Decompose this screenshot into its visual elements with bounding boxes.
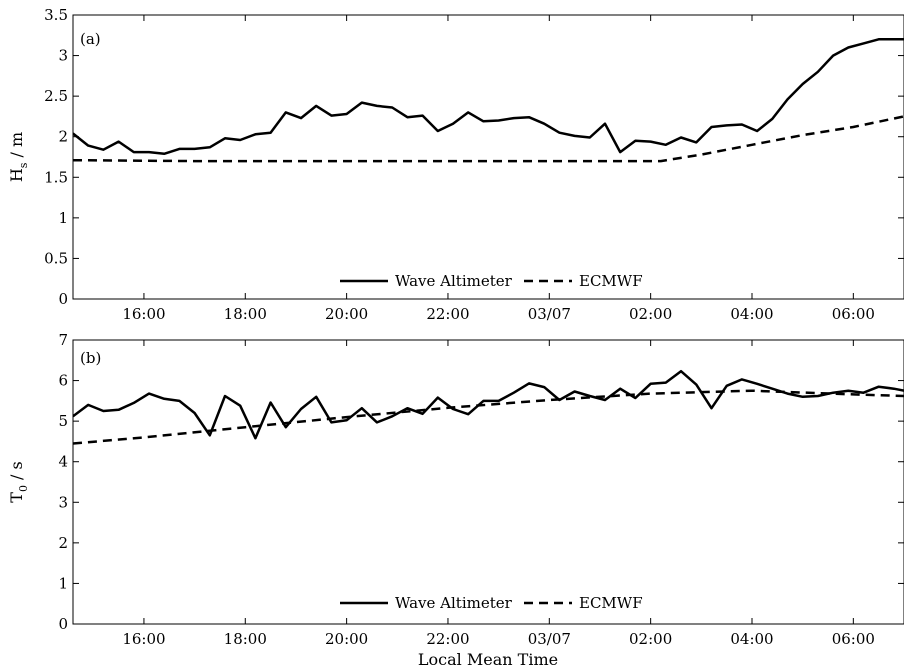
x-tick-label: 06:00: [832, 305, 875, 323]
y-tick-label: 0: [58, 290, 68, 308]
panel-a: 0 0.5 1 1.5 2 2.5 3 3.5 16:00 18:00 20:00 22:00 03/0…: [7, 6, 904, 323]
y-tick-label: 4: [58, 453, 68, 471]
y-tick-label: 3: [58, 493, 68, 511]
series-line-wave-altimeter: [73, 38, 904, 156]
y-tick-label: 7: [58, 331, 68, 349]
x-tick-label: 02:00: [629, 630, 672, 648]
y-tick-label: 5: [58, 412, 68, 430]
lines-a: [73, 38, 904, 163]
y-tick-label: 6: [58, 372, 68, 390]
x-tick-label: 20:00: [325, 305, 368, 323]
legend-a: Wave Altimeter ECMWF: [340, 272, 643, 290]
series-line-ecmwf: [73, 389, 904, 445]
x-axis-title: Local Mean Time: [418, 650, 558, 669]
y-axis-title-a: Hs / m: [7, 132, 30, 182]
x-tick-label: 06:00: [832, 630, 875, 648]
x-tick-label: 20:00: [325, 630, 368, 648]
ticks-a: 0 0.5 1 1.5 2 2.5 3 3.5 16:00 18:00 20:00 22:00 03/0…: [44, 6, 904, 323]
x-tick-label: 02:00: [629, 305, 672, 323]
y-tick-label: 3: [58, 47, 68, 65]
x-tick-label: 03/07: [528, 305, 571, 323]
y-tick-label: 2: [58, 534, 68, 552]
legend-label-ecmwf-b: ECMWF: [579, 594, 643, 612]
legend-b: Wave Altimeter ECMWF: [340, 594, 643, 612]
series-line-wave-altimeter: [73, 369, 904, 440]
plot-area-a: [72, 14, 904, 300]
panel-label-b: (b): [80, 349, 101, 367]
panel-b: 0 1 2 3 4 5 6 7 16:00 18:00 20:00 22:00 03/07 02:00 04…: [7, 331, 904, 669]
legend-label-wave-altimeter-b: Wave Altimeter: [395, 594, 513, 612]
plot-area-b: [72, 339, 904, 625]
y-tick-label: 1: [58, 209, 68, 227]
x-tick-label: 04:00: [730, 630, 773, 648]
y-tick-label: 2.5: [44, 87, 68, 105]
x-tick-label: 03/07: [528, 630, 571, 648]
x-tick-label: 18:00: [224, 305, 267, 323]
x-tick-label: 22:00: [426, 630, 469, 648]
y-tick-label: 1: [58, 574, 68, 592]
x-tick-label: 04:00: [730, 305, 773, 323]
series-line-ecmwf: [73, 115, 904, 163]
y-tick-label: 1.5: [44, 168, 68, 186]
legend-label-ecmwf-a: ECMWF: [579, 272, 643, 290]
lines-b: [73, 369, 904, 445]
x-tick-label: 18:00: [224, 630, 267, 648]
panel-label-a: (a): [80, 30, 101, 48]
y-tick-label: 0.5: [44, 249, 68, 267]
ticks-b: 0 1 2 3 4 5 6 7 16:00 18:00 20:00 22:00 03/07 02:00 04…: [58, 331, 904, 648]
y-tick-label: 2: [58, 128, 68, 146]
x-tick-label: 16:00: [122, 630, 165, 648]
y-tick-label: 3.5: [44, 6, 68, 24]
legend-label-wave-altimeter-a: Wave Altimeter: [395, 272, 513, 290]
y-tick-label: 0: [58, 615, 68, 633]
x-tick-label: 16:00: [122, 305, 165, 323]
y-axis-title-b: T0 / s: [7, 461, 30, 502]
x-tick-label: 22:00: [426, 305, 469, 323]
